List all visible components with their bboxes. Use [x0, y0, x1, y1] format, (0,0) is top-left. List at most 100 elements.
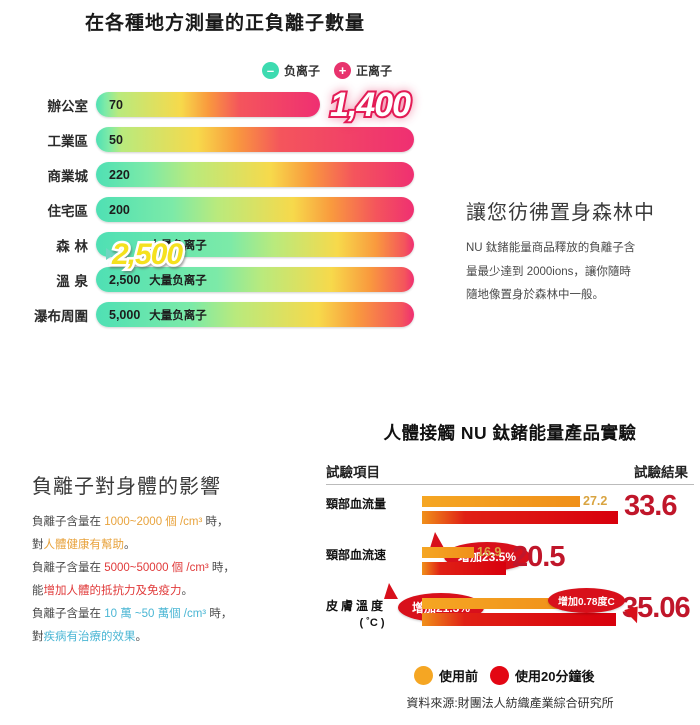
effect-line-6-post: 。 — [135, 631, 148, 643]
experiment-row-name: 皮膚溫度 ( ˚C ) — [326, 598, 418, 631]
ion-measurement-chart: 在各種地方測量的正負離子數量 – 负离子 + 正离子 辦公室 70 工業區 50 商業城… — [0, 13, 450, 337]
experiment-chart-title: 人體接觸 NU 鈦鍺能量產品實驗 — [383, 423, 637, 443]
ion-effect-text-panel: 負離子對身體的影響 負離子含量在 1000~2000 個 /cm³ 時， 對人體… — [32, 470, 322, 649]
legend-label-before: 使用前 — [439, 669, 479, 684]
effect-line-6-value: 疾病有治療的效果 — [43, 631, 136, 643]
ion-row-value: 5,000 — [109, 307, 141, 322]
effect-line-2: 對人體健康有幫助。 — [32, 534, 322, 557]
legend-item-positive-ion: + 正离子 — [334, 62, 392, 79]
ion-row-label: 溫 泉 — [56, 273, 88, 290]
ion-row-bar: 50 — [96, 127, 414, 152]
effect-line-2-value: 人體健康有幫助 — [43, 539, 125, 551]
effect-line-6: 對疾病有治療的效果。 — [32, 626, 322, 649]
column-header-result: 試驗結果 — [634, 465, 688, 480]
forest-callout-arrow-icon — [106, 248, 115, 260]
value-after-use: 35.06 — [622, 592, 691, 624]
bar-after-use — [422, 562, 506, 575]
ion-row-label: 工業區 — [47, 133, 89, 150]
ion-chart-legend: – 负离子 + 正离子 — [262, 62, 392, 79]
ion-chart-title: 在各種地方測量的正負離子數量 — [84, 13, 365, 34]
experiment-table-header: 試驗項目 試驗結果 — [326, 461, 694, 485]
experiment-row-name: 頸部血流速 — [326, 547, 418, 563]
effect-line-1-value: 1000~2000 個 /cm³ — [104, 516, 203, 528]
ion-row-note: 大量负离子 — [149, 274, 207, 287]
ion-row-value: 50 — [109, 132, 123, 147]
forest-negative-ion-callout: 2,500 — [109, 236, 185, 274]
ion-row-label: 住宅區 — [47, 203, 89, 220]
experiment-row-unit: ( ˚C ) — [359, 617, 385, 630]
effect-line-3-post: 時， — [208, 562, 235, 574]
effect-line-5: 負離子含量在 10 萬 ~50 萬個 /cm³ 時， — [32, 603, 322, 626]
ion-row-note: 大量负离子 — [149, 309, 207, 322]
effect-line-4-value: 增加人體的抵抗力及免疫力 — [43, 585, 182, 597]
effect-line-2-pre: 對 — [32, 539, 44, 551]
minus-icon: – — [262, 62, 279, 79]
ion-row-note: 大量负离子 — [149, 239, 207, 252]
orange-dot-icon — [414, 666, 433, 685]
forest-panel-body: NU 鈦鍺能量商品釋放的負離子含 量最少達到 2000ions，讓你隨時 隨地像… — [466, 237, 688, 308]
value-after-use: 20.5 — [512, 541, 565, 573]
forest-body-line-1: NU 鈦鍺能量商品釋放的負離子含 — [466, 242, 636, 254]
legend-item-before: 使用前 — [414, 666, 478, 685]
ion-row-value: 70 — [109, 97, 123, 112]
ion-row: 商業城 220 — [0, 162, 450, 187]
legend-label-after: 使用20分鐘後 — [515, 669, 595, 684]
forest-body-line-3: 隨地像置身於森林中一般。 — [466, 289, 604, 302]
forest-panel-heading: 讓您彷彿置身森林中 — [466, 200, 655, 224]
effect-line-3-pre: 負離子含量在 — [32, 562, 105, 574]
effect-line-3-value: 5000~50000 個 /cm³ — [104, 562, 209, 574]
ion-row-bar: 200 — [96, 197, 414, 222]
experiment-chart: 人體接觸 NU 鈦鍺能量產品實驗 試驗項目 試驗結果 頸部血流量 27.2 33.6… — [326, 420, 694, 720]
effect-line-4-pre: 能 — [32, 585, 44, 597]
ion-row-value: 2,500 — [109, 272, 141, 287]
ion-row-label: 瀑布周圍 — [34, 308, 88, 325]
ion-row-value: 220 — [109, 167, 130, 182]
effect-line-1: 負離子含量在 1000~2000 個 /cm³ 時， — [32, 511, 322, 534]
ion-row-bar: 220 — [96, 162, 414, 187]
experiment-legend: 使用前 使用20分鐘後 — [414, 666, 594, 685]
legend-item-negative-ion: – 负离子 — [262, 62, 320, 79]
callout-tail-icon — [384, 583, 398, 599]
ion-row: 溫 泉 2,500 大量负离子 — [0, 267, 450, 292]
effect-panel-heading: 負離子對身體的影響 — [32, 474, 221, 498]
bar-after-use — [422, 613, 616, 626]
effect-line-4-post: 。 — [181, 585, 194, 597]
effect-line-2-post: 。 — [124, 539, 136, 551]
effect-line-5-value: 10 萬 ~50 萬個 /cm³ — [104, 608, 207, 620]
experiment-row: 頸部血流量 27.2 33.6 增加23.5% — [326, 492, 694, 571]
ion-row: 工業區 50 — [0, 127, 450, 152]
ion-row-label: 辦公室 — [47, 98, 89, 115]
ion-row: 辦公室 70 — [0, 92, 450, 117]
callout-tail-icon — [430, 532, 444, 548]
office-positive-ion-callout: 1,400 — [328, 84, 413, 126]
effect-line-3: 負離子含量在 5000~50000 個 /cm³ 時， — [32, 557, 322, 580]
effect-line-1-post: 時， — [202, 516, 229, 528]
column-header-item: 試驗項目 — [326, 465, 380, 480]
ion-row: 瀑布周圍 5,000 大量负离子 — [0, 302, 450, 327]
ion-row-value: 200 — [109, 202, 130, 217]
experiment-rows: 頸部血流量27.233.6增加23.5%頸部血流速16.920.5增加21.3%… — [326, 492, 694, 638]
increase-callout-bubble: 增加0.78度C — [548, 588, 625, 613]
effect-line-4: 能增加人體的抵抗力及免疫力。 — [32, 580, 322, 603]
experiment-row-bars — [422, 547, 506, 575]
forest-text-panel: 讓您彷彿置身森林中 NU 鈦鍺能量商品釋放的負離子含 量最少達到 2000ion… — [466, 196, 688, 308]
value-before-use: 16.9 — [477, 545, 502, 559]
bar-before-use — [422, 496, 580, 507]
experiment-row-name-text: 頸部血流量 — [326, 497, 387, 511]
red-dot-icon — [490, 666, 510, 685]
effect-panel-body: 負離子含量在 1000~2000 個 /cm³ 時， 對人體健康有幫助。 負離子… — [32, 511, 322, 649]
experiment-row-bars — [422, 598, 616, 626]
ion-row: 住宅區 200 — [0, 197, 450, 222]
legend-item-after: 使用20分鐘後 — [490, 666, 594, 685]
legend-label-negative: 负离子 — [284, 64, 321, 78]
experiment-source-note: 資料來源:財團法人紡織產業綜合研究所 — [406, 696, 614, 710]
legend-label-positive: 正离子 — [356, 64, 393, 78]
effect-line-5-post: 時， — [206, 608, 233, 620]
experiment-row-name-text: 皮膚溫度 — [326, 599, 387, 613]
forest-body-line-2: 量最少達到 2000ions，讓你隨時 — [466, 265, 631, 278]
experiment-row-name-text: 頸部血流速 — [326, 548, 387, 562]
